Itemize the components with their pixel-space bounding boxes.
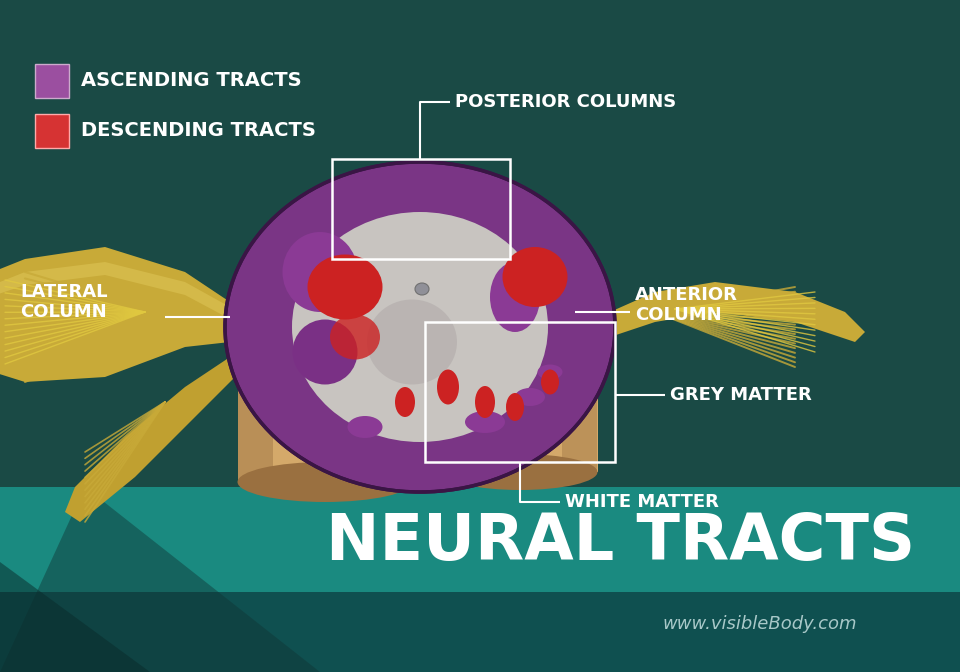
Ellipse shape — [282, 232, 357, 312]
Ellipse shape — [367, 300, 457, 384]
Polygon shape — [65, 357, 240, 522]
Polygon shape — [0, 487, 320, 672]
Bar — [443, 307, 598, 472]
Ellipse shape — [443, 454, 597, 490]
Polygon shape — [562, 307, 597, 472]
Ellipse shape — [350, 349, 420, 415]
Bar — [425, 322, 615, 462]
Bar — [0, 592, 960, 672]
Bar — [332, 159, 510, 259]
Ellipse shape — [490, 262, 540, 332]
Text: WHITE MATTER: WHITE MATTER — [565, 493, 719, 511]
Ellipse shape — [420, 349, 490, 415]
Text: ANTERIOR
COLUMN: ANTERIOR COLUMN — [635, 286, 738, 325]
Polygon shape — [238, 307, 273, 482]
Ellipse shape — [372, 222, 424, 296]
Ellipse shape — [541, 370, 559, 394]
Ellipse shape — [515, 388, 545, 406]
Ellipse shape — [443, 289, 597, 325]
Text: LATERAL
COLUMN: LATERAL COLUMN — [20, 283, 108, 321]
Bar — [35, 64, 69, 98]
Text: ASCENDING TRACTS: ASCENDING TRACTS — [81, 71, 301, 91]
Bar — [35, 114, 69, 148]
Ellipse shape — [395, 387, 415, 417]
Ellipse shape — [502, 247, 567, 307]
Ellipse shape — [348, 416, 382, 438]
Ellipse shape — [475, 386, 495, 418]
Ellipse shape — [330, 314, 380, 360]
Ellipse shape — [237, 287, 413, 327]
Ellipse shape — [293, 319, 357, 384]
Ellipse shape — [416, 222, 468, 296]
Polygon shape — [0, 262, 230, 319]
Ellipse shape — [237, 462, 413, 502]
Text: GREY MATTER: GREY MATTER — [670, 386, 812, 404]
Ellipse shape — [307, 255, 382, 319]
Ellipse shape — [538, 364, 563, 380]
Text: www.visibleBody.com: www.visibleBody.com — [662, 615, 857, 633]
Ellipse shape — [465, 411, 505, 433]
Ellipse shape — [415, 283, 429, 295]
Text: POSTERIOR COLUMNS: POSTERIOR COLUMNS — [455, 93, 676, 111]
Ellipse shape — [506, 393, 524, 421]
Text: NEURAL TRACTS: NEURAL TRACTS — [325, 511, 915, 573]
Ellipse shape — [225, 162, 615, 492]
Ellipse shape — [437, 370, 459, 405]
Text: DESCENDING TRACTS: DESCENDING TRACTS — [81, 122, 316, 140]
Ellipse shape — [292, 212, 548, 442]
Polygon shape — [0, 247, 230, 382]
Polygon shape — [0, 562, 150, 672]
Ellipse shape — [393, 337, 447, 377]
Bar — [238, 307, 413, 482]
Polygon shape — [610, 282, 865, 342]
Bar — [0, 487, 960, 672]
